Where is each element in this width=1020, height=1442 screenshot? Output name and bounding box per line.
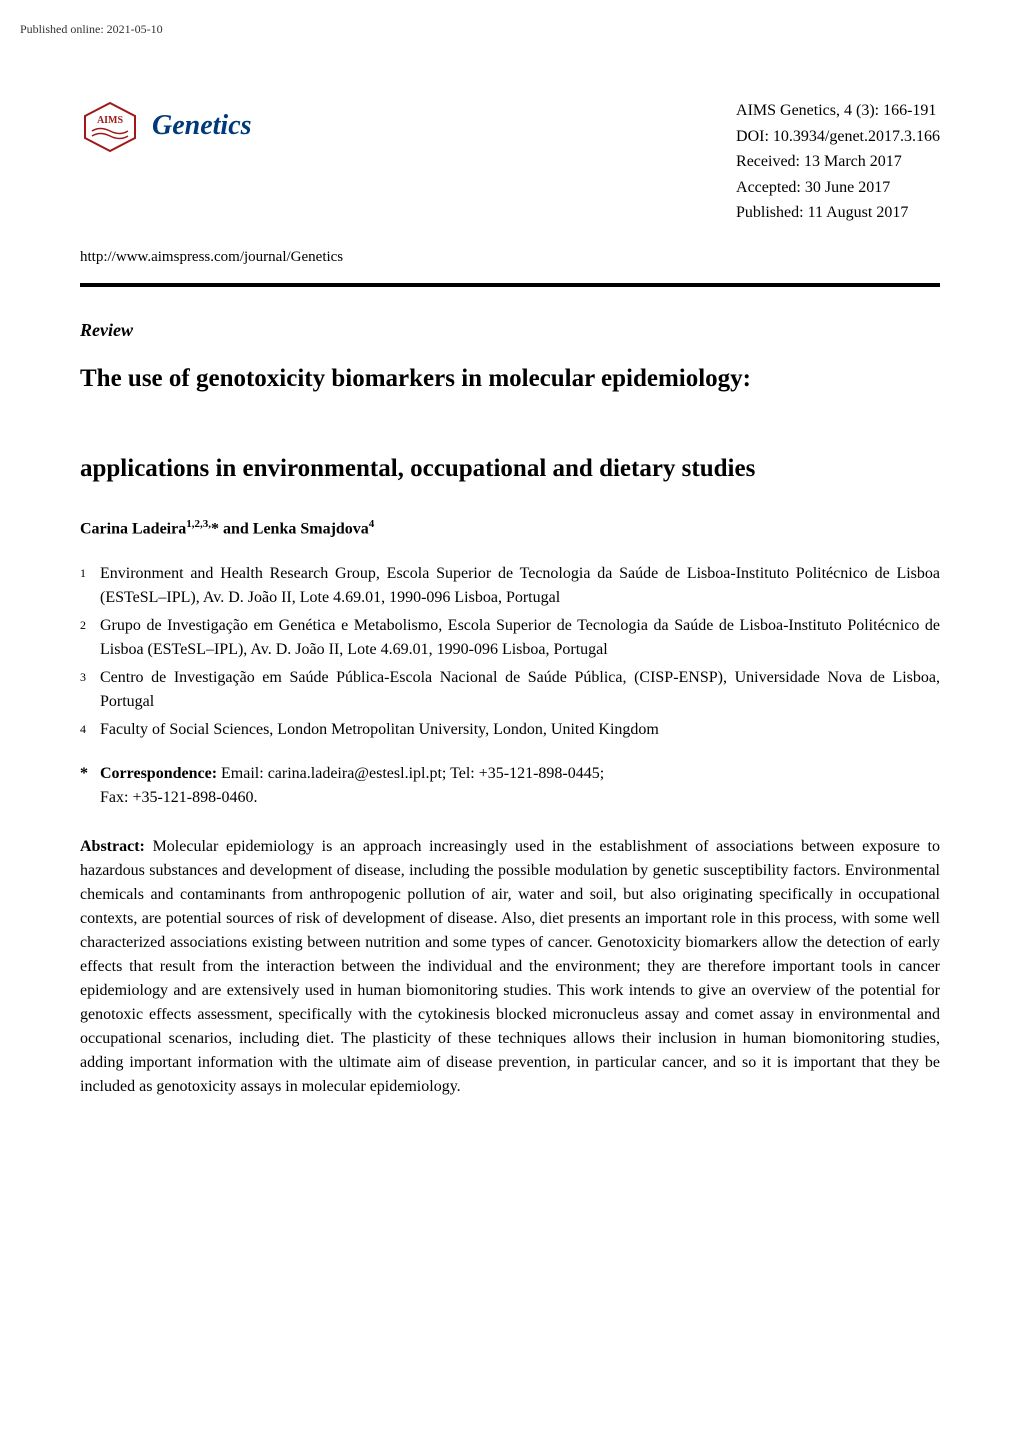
affiliation-sup: 4 xyxy=(80,718,100,738)
title-line-2: applications in environmental, occupatio… xyxy=(80,455,755,482)
author-2-sup: 4 xyxy=(369,518,375,530)
correspondence-label: Correspondence: xyxy=(100,765,217,782)
journal-logo: AIMS Genetics xyxy=(80,98,252,153)
correspondence-text: Correspondence: Email: carina.ladeira@es… xyxy=(100,762,940,810)
affiliation-text: Environment and Health Research Group, E… xyxy=(100,562,940,610)
affiliation-sup: 1 xyxy=(80,562,100,582)
abstract-text: Molecular epidemiology is an approach in… xyxy=(80,838,940,1095)
abstract-label: Abstract: xyxy=(80,838,145,855)
article-metadata: AIMS Genetics, 4 (3): 166-191 DOI: 10.39… xyxy=(736,98,940,226)
published-date: Published: 11 August 2017 xyxy=(736,200,940,226)
divider xyxy=(80,283,940,287)
correspondence-star: * xyxy=(80,762,100,786)
correspondence-fax: Fax: +35-121-898-0460. xyxy=(100,789,257,806)
authors-and: * and xyxy=(211,521,253,538)
article-title: The use of genotoxicity biomarkers in mo… xyxy=(80,356,940,491)
aims-logo-icon: AIMS xyxy=(80,98,140,153)
affiliation-item: 2 Grupo de Investigação em Genética e Me… xyxy=(80,614,940,662)
published-online-label: Published online: 2021-05-10 xyxy=(20,20,940,38)
accepted-date: Accepted: 30 June 2017 xyxy=(736,175,940,201)
citation-text: AIMS Genetics, 4 (3): 166-191 xyxy=(736,98,940,124)
author-1-sup: 1,2,3, xyxy=(186,518,211,530)
header-row: AIMS Genetics AIMS Genetics, 4 (3): 166-… xyxy=(80,98,940,226)
affiliation-sup: 3 xyxy=(80,666,100,686)
affiliation-item: 4 Faculty of Social Sciences, London Met… xyxy=(80,718,940,742)
author-2-name: Lenka Smajdova xyxy=(253,521,369,538)
svg-text:AIMS: AIMS xyxy=(97,115,124,126)
article-type: Review xyxy=(80,317,940,344)
received-date: Received: 13 March 2017 xyxy=(736,149,940,175)
abstract: Abstract: Molecular epidemiology is an a… xyxy=(80,835,940,1099)
author-1-name: Carina Ladeira xyxy=(80,521,186,538)
affiliation-item: 3 Centro de Investigação em Saúde Públic… xyxy=(80,666,940,714)
affiliation-sup: 2 xyxy=(80,614,100,634)
affiliation-text: Grupo de Investigação em Genética e Meta… xyxy=(100,614,940,662)
title-line-1: The use of genotoxicity biomarkers in mo… xyxy=(80,365,751,392)
correspondence-email: Email: carina.ladeira@estesl.ipl.pt; Tel… xyxy=(217,765,604,782)
affiliation-item: 1 Environment and Health Research Group,… xyxy=(80,562,940,610)
affiliation-text: Centro de Investigação em Saúde Pública-… xyxy=(100,666,940,714)
journal-url: http://www.aimspress.com/journal/Genetic… xyxy=(80,246,940,269)
journal-name: Genetics xyxy=(152,105,252,147)
doi-text: DOI: 10.3934/genet.2017.3.166 xyxy=(736,124,940,150)
authors: Carina Ladeira1,2,3,* and Lenka Smajdova… xyxy=(80,516,940,541)
correspondence: * Correspondence: Email: carina.ladeira@… xyxy=(80,762,940,810)
affiliation-text: Faculty of Social Sciences, London Metro… xyxy=(100,718,940,742)
affiliations-list: 1 Environment and Health Research Group,… xyxy=(80,562,940,742)
